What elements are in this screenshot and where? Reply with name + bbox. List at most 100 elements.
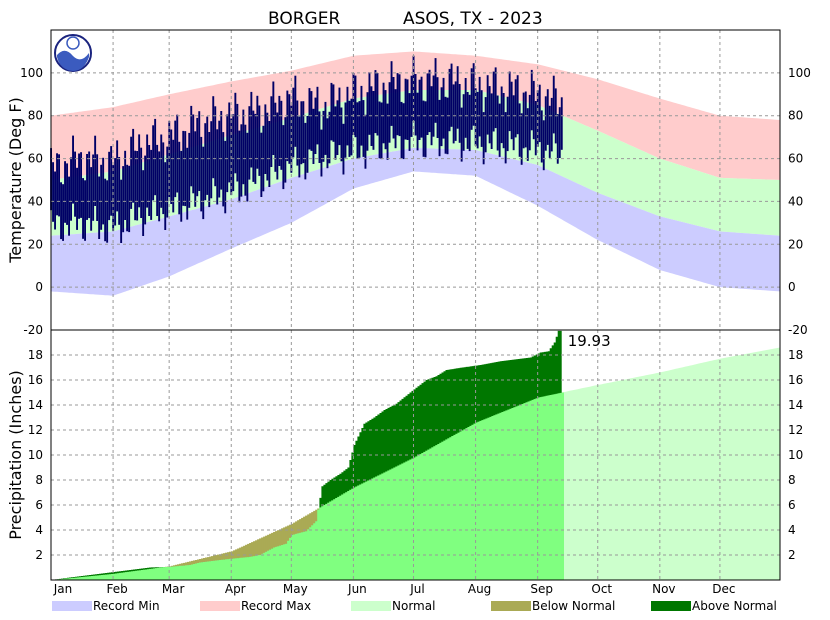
normal-precip-bar [361,483,364,580]
below-normal-bar [259,538,262,555]
below-normal-bar [193,560,196,564]
normal-precip-bar [543,396,546,581]
observed-temperature-bar [536,90,539,147]
below-normal-bar [281,528,284,545]
normal-precip-bar [165,567,168,580]
observed-temperature-bar [82,178,84,239]
normal-precip-bar [144,569,148,580]
plot-frame [50,29,781,581]
below-normal-bar [253,541,256,557]
observed-temperature-bar [272,81,275,155]
normal-precip-bar [303,531,306,580]
observed-temperature-bar [198,111,201,191]
precipitation-tick-label-right: 10 [788,448,803,462]
normal-precip-bar [379,474,382,580]
normal-precip-bar [146,569,150,580]
below-normal-bar [309,513,312,528]
precipitation-axis-label: Precipitation (Inches) [6,370,25,540]
legend-swatch [651,601,691,611]
normal-precip-bar [177,566,180,580]
below-normal-bar [175,564,178,567]
below-normal-bar [235,549,238,559]
normal-precip-bar [551,394,554,580]
observed-temperature-bar [532,80,535,140]
observed-temperature-bar [214,106,217,187]
observed-temperature-bar [454,81,457,141]
normal-precip-bar [193,564,196,580]
below-normal-bar [173,565,176,567]
normal-precip-bar [179,565,182,580]
observed-temperature-bar [292,87,295,158]
observed-temperature-bar [546,89,549,145]
observed-temperature-bar [402,103,405,160]
observed-temperature-bar [268,121,271,187]
observed-temperature-bar [212,96,215,179]
normal-precip-bar [309,527,312,581]
observed-temperature-bar [374,70,377,134]
normal-precip-bar [221,559,224,580]
normal-precip-bar [405,461,408,580]
observed-temperature-bar [324,101,327,155]
observed-temperature-bar [360,85,363,146]
normal-precip-bar [289,537,292,580]
normal-precip-bar [173,566,176,580]
normal-precip-bar [415,456,418,580]
normal-precip-bar [353,487,356,580]
observed-temperature-bar [210,121,213,199]
normal-precip-bar [217,560,220,581]
normal-precip-bar [433,446,436,580]
observed-temperature-bar [436,77,439,138]
observed-temperature-bar [470,68,473,130]
month-label: Jul [409,582,424,596]
observed-temperature-bar [478,76,481,137]
normal-precip-bar [561,392,564,580]
normal-precip-bar [102,574,106,580]
normal-precip-bar [329,501,332,580]
normal-precip-bar [183,565,186,580]
observed-temperature-bar [390,61,393,126]
normal-precip-bar [185,565,188,580]
observed-temperature-bar [164,162,167,230]
normal-precip-bar [411,458,414,580]
observed-temperature-bar [394,89,397,149]
normal-precip-bar [323,505,326,580]
normal-precip-bar [257,555,260,580]
normal-precip-bar [169,566,172,580]
observed-temperature-bar [114,158,117,226]
precipitation-tick-label-left: 12 [28,423,43,437]
normal-precip-bar [345,492,348,580]
below-normal-bar [201,558,204,563]
below-normal-bar [287,525,290,541]
normal-precip-bar [140,570,144,580]
below-normal-bar [223,553,226,560]
normal-precip-bar [263,552,266,580]
observed-temperature-bar [312,108,315,164]
month-label: Feb [106,582,127,596]
month-label: Oct [591,582,612,596]
observed-temperature-bar [472,63,475,126]
normal-precip-bar [339,495,342,580]
normal-precip-bar [199,562,202,580]
below-normal-bar [195,560,198,564]
observed-temperature-bar [274,102,277,172]
normal-precip-bar [401,463,404,580]
observed-temperature-bar [182,130,185,206]
observed-temperature-bar [76,167,78,230]
normal-precip-bar [321,506,324,580]
below-normal-bar [261,537,264,554]
normal-precip-bar [477,421,480,580]
observed-temperature-bar [318,111,321,163]
normal-precip-bar [439,442,442,580]
observed-temperature-bar [448,68,451,132]
legend: Record Min Record Max Normal Below Normal Ab… [52,599,777,613]
observed-temperature-bar [158,151,161,222]
observed-temperature-bar [468,94,471,152]
temperature-tick-label-right: 0 [788,280,796,294]
below-normal-bar [171,565,174,567]
normal-precip-bar [461,430,464,580]
observed-temperature-bar [68,176,70,236]
observed-temperature-bar [538,84,541,143]
chart-title-network-year: ASOS, TX - 2023 [403,9,543,29]
normal-precip-bar [555,393,558,581]
observed-temperature-bar [258,105,261,176]
